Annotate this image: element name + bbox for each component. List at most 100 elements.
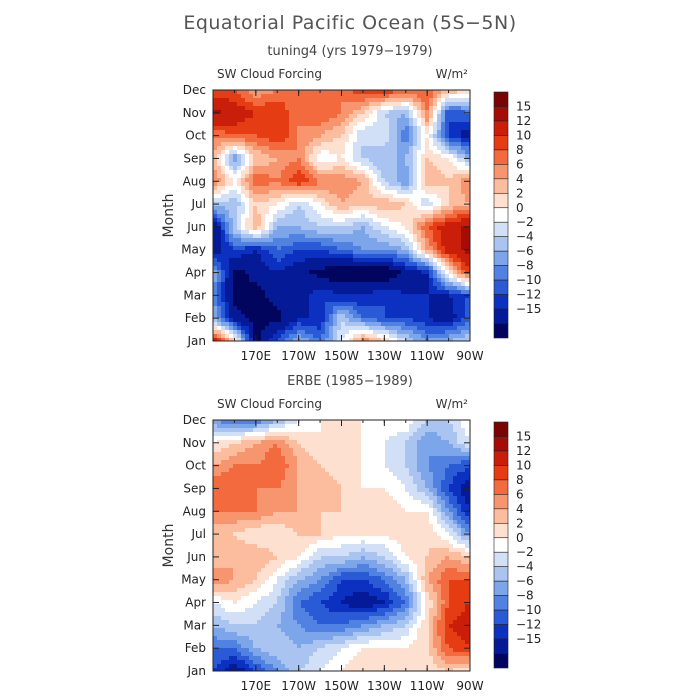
heatmap-cell (241, 190, 245, 194)
heatmap-cell (281, 138, 285, 142)
heatmap-cell (249, 210, 253, 214)
heatmap-cell (433, 166, 437, 170)
heatmap-cell (329, 238, 333, 242)
heatmap-cell (253, 338, 257, 341)
heatmap-cell (301, 444, 305, 448)
heatmap-cell (309, 270, 313, 274)
heatmap-cell (233, 150, 237, 154)
heatmap-cell (357, 118, 361, 122)
heatmap-cell (461, 322, 465, 326)
heatmap-cell (333, 242, 337, 246)
heatmap-cell (241, 326, 245, 330)
heatmap-cell (349, 230, 353, 234)
heatmap-cell (245, 432, 249, 436)
heatmap-cell (397, 214, 401, 218)
heatmap-cell (321, 322, 325, 326)
heatmap-cell (305, 210, 309, 214)
heatmap-cell (465, 246, 469, 250)
heatmap-cell (405, 432, 409, 436)
heatmap-cell (305, 90, 309, 94)
heatmap-cell (273, 230, 277, 234)
heatmap-cell (309, 226, 313, 230)
heatmap-cell (397, 246, 401, 250)
heatmap-cell (349, 110, 353, 114)
heatmap-cell (453, 230, 457, 234)
heatmap-cell (289, 242, 293, 246)
heatmap-cell (405, 270, 409, 274)
heatmap-cell (317, 146, 321, 150)
heatmap-cell (373, 246, 377, 250)
heatmap-cell (249, 314, 253, 318)
heatmap-cell (405, 158, 409, 162)
heatmap-cell (269, 452, 273, 456)
heatmap-cell (253, 150, 257, 154)
heatmap-cell (305, 246, 309, 250)
heatmap-cell (385, 420, 389, 424)
heatmap-cell (441, 444, 445, 448)
heatmap-cell (393, 242, 397, 246)
heatmap-cell (373, 154, 377, 158)
heatmap-cell (237, 456, 241, 460)
heatmap-cell (393, 206, 397, 210)
heatmap-cell (229, 102, 233, 106)
heatmap-cell (213, 162, 217, 166)
heatmap-cell (461, 174, 465, 178)
heatmap-cell (413, 90, 417, 94)
heatmap-cell (337, 250, 341, 254)
heatmap-cell (257, 258, 261, 262)
heatmap-cell (361, 270, 365, 274)
heatmap-cell (465, 170, 469, 174)
heatmap-cell (329, 262, 333, 266)
heatmap-cell (317, 460, 321, 464)
heatmap-cell (377, 106, 381, 110)
heatmap-cell (245, 202, 249, 206)
heatmap-cell (285, 250, 289, 254)
heatmap-cell (217, 210, 221, 214)
heatmap-cell (421, 110, 425, 114)
heatmap-cell (369, 322, 373, 326)
heatmap-cell (225, 210, 229, 214)
heatmap-cell (305, 142, 309, 146)
heatmap-cell (257, 226, 261, 230)
heatmap-cell (425, 146, 429, 150)
heatmap-cell (421, 174, 425, 178)
heatmap-cell (377, 210, 381, 214)
heatmap-cell (341, 94, 345, 98)
heatmap-cell (237, 138, 241, 142)
heatmap-cell (301, 190, 305, 194)
heatmap-cell (437, 238, 441, 242)
heatmap-cell (265, 266, 269, 270)
heatmap-cell (265, 254, 269, 258)
heatmap-cell (341, 150, 345, 154)
heatmap-cell (265, 138, 269, 142)
heatmap-cell (249, 420, 253, 424)
heatmap-cell (333, 94, 337, 98)
heatmap-cell (297, 290, 301, 294)
heatmap-cell (433, 94, 437, 98)
heatmap-cell (393, 134, 397, 138)
heatmap-cell (401, 334, 405, 338)
heatmap-cell (353, 270, 357, 274)
heatmap-cell (229, 262, 233, 266)
heatmap-cell (245, 338, 249, 341)
heatmap-cell (313, 222, 317, 226)
heatmap-cell (269, 214, 273, 218)
heatmap-cell (377, 428, 381, 432)
heatmap-cell (389, 142, 393, 146)
heatmap-cell (417, 214, 421, 218)
heatmap-cell (449, 318, 453, 322)
heatmap-cell (337, 318, 341, 322)
heatmap-cell (433, 118, 437, 122)
heatmap-cell (249, 286, 253, 290)
heatmap-cell (309, 302, 313, 306)
heatmap-cell (229, 254, 233, 258)
heatmap-cell (213, 114, 217, 118)
heatmap-cell (377, 130, 381, 134)
heatmap-cell (265, 210, 269, 214)
heatmap-cell (425, 460, 429, 464)
heatmap-cell (289, 306, 293, 310)
heatmap-cell (277, 436, 281, 440)
heatmap-cell (305, 174, 309, 178)
heatmap-cell (453, 278, 457, 282)
heatmap-cell (313, 194, 317, 198)
